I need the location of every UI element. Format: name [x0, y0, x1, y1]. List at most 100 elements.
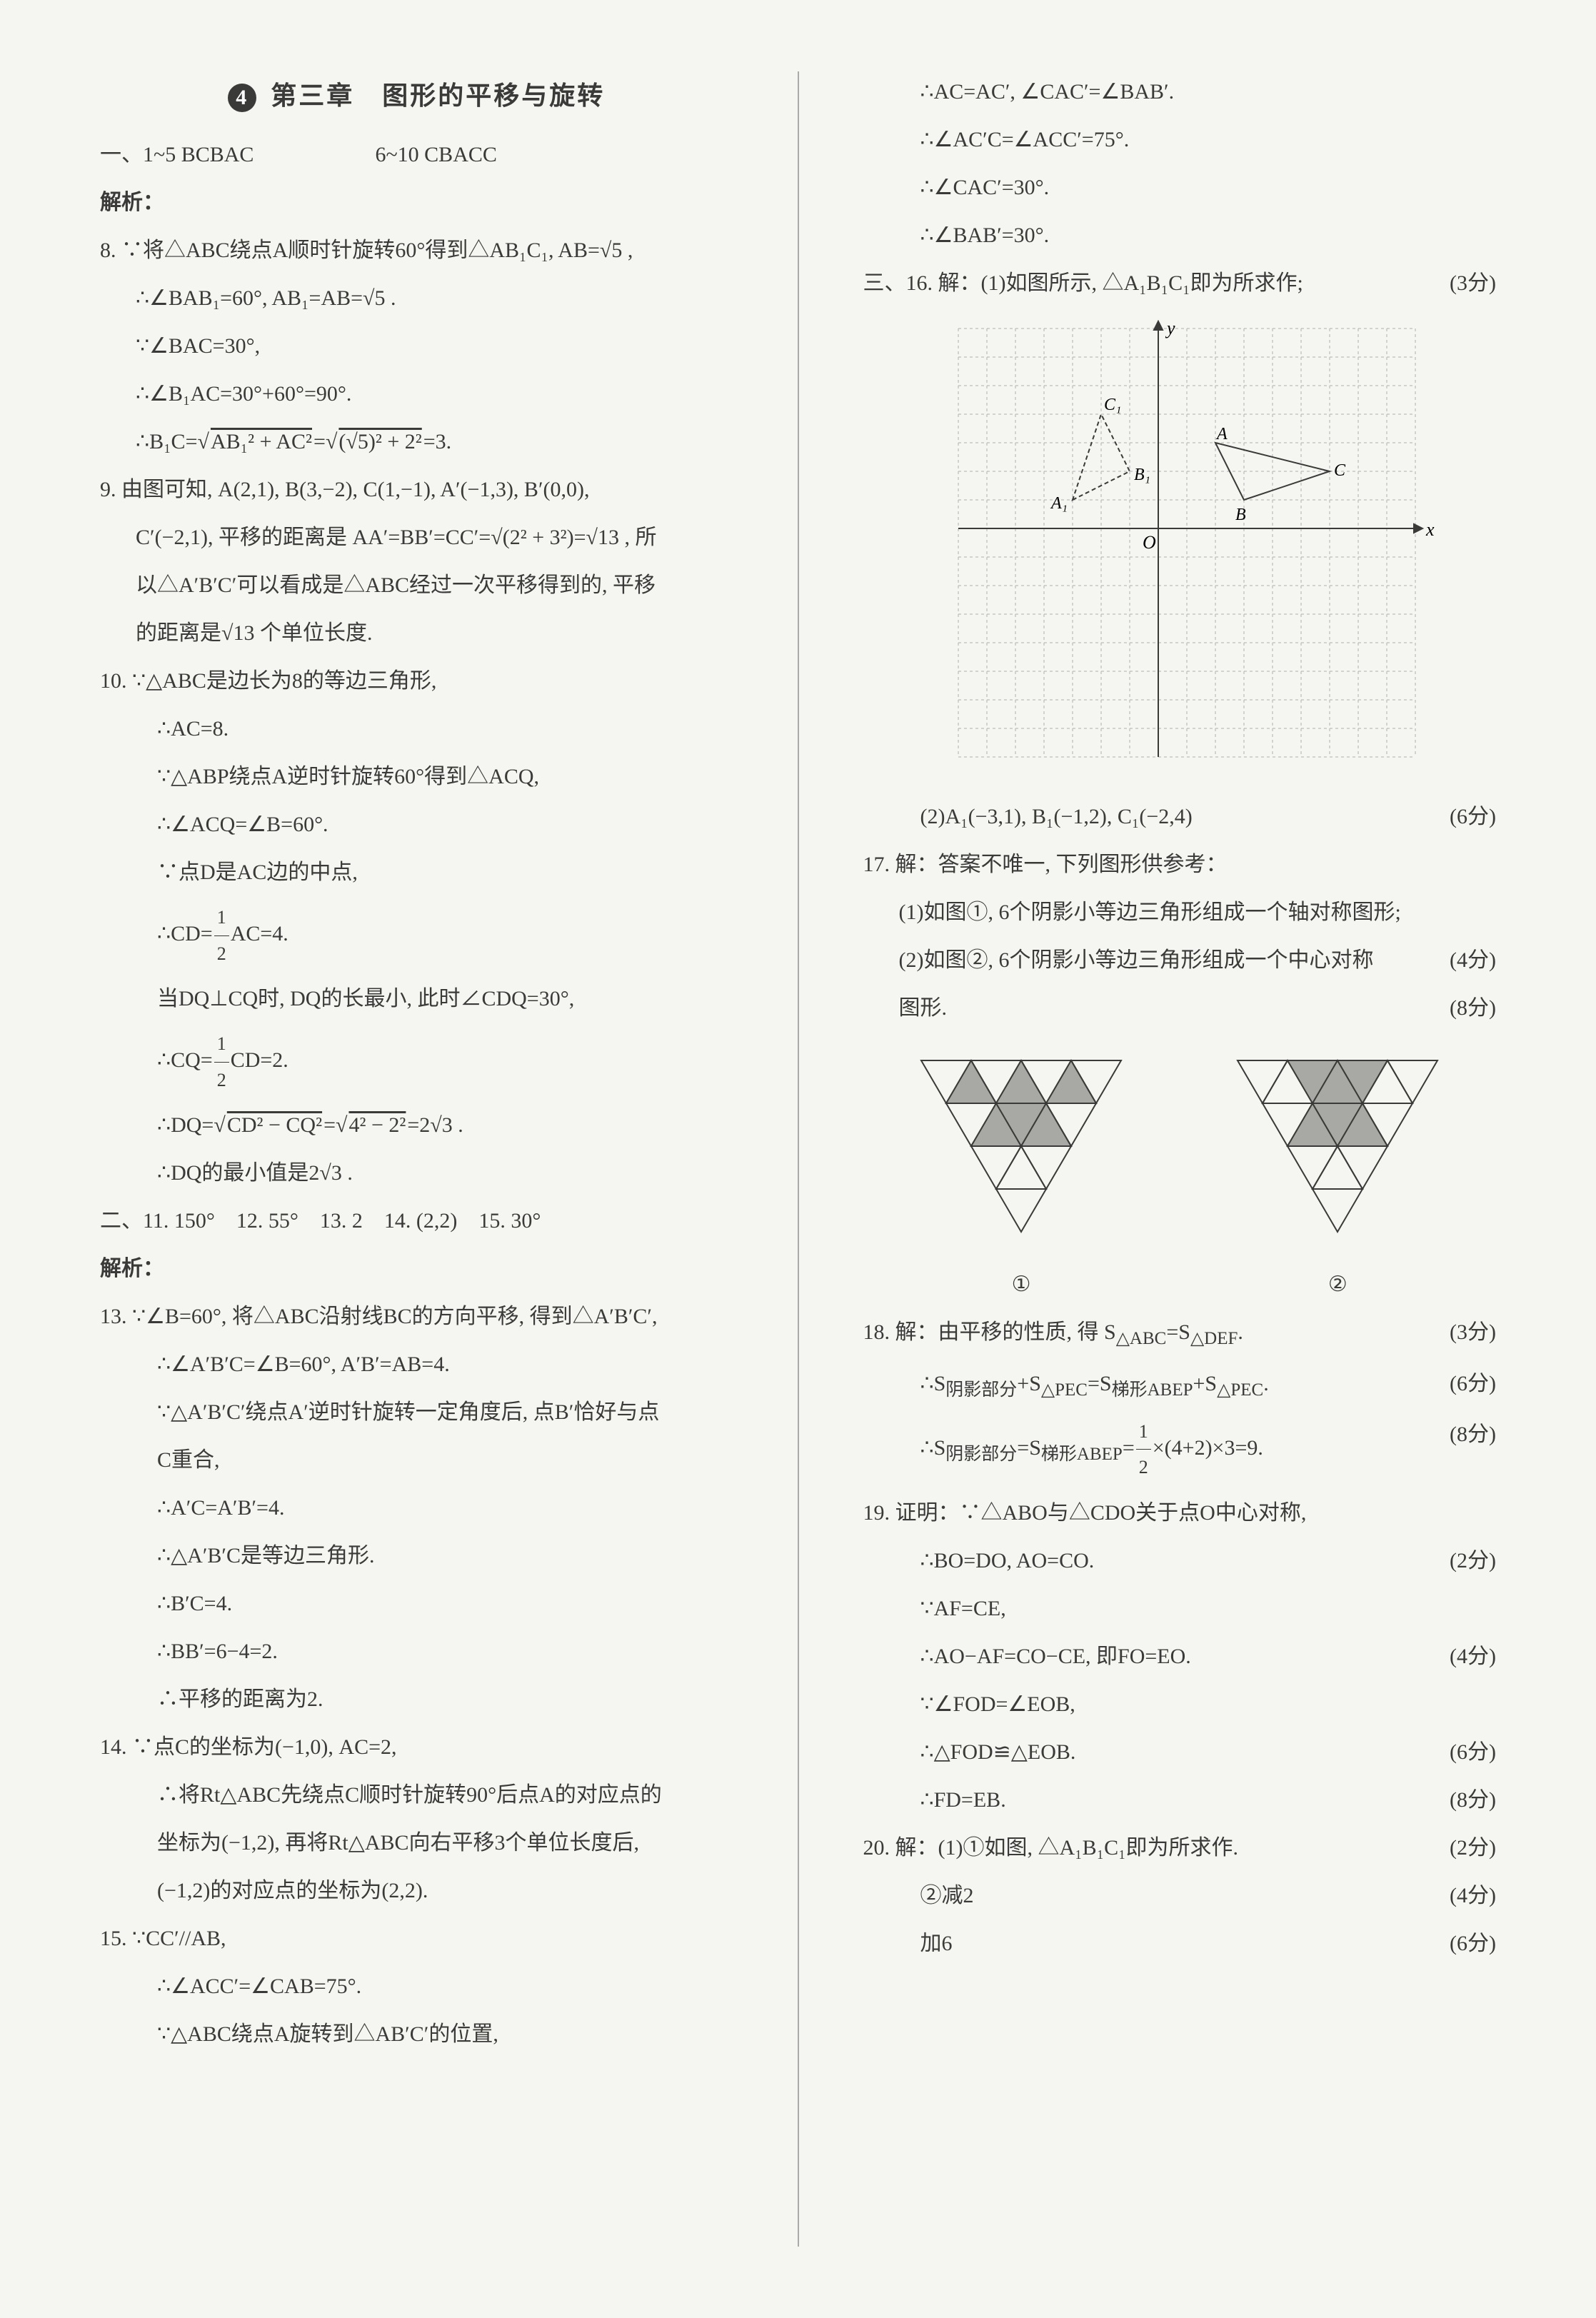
q20-s1: (2分) [1450, 1827, 1496, 1868]
q18-l1b: =S [1166, 1320, 1190, 1344]
chapter-number-badge: 4 [228, 84, 256, 112]
q18-l3d: ×(4+2)×3=9. [1153, 1436, 1263, 1460]
axis-x-label: x [1425, 519, 1435, 540]
triangle-label-1: ① [907, 1264, 1135, 1305]
q18-l3: ∴S阴影部分=S梯形ABEP=12×(4+2)×3=9. (8分) [863, 1414, 1497, 1485]
q19-s7: (8分) [1450, 1780, 1496, 1820]
q17-l4: 图形. (8分) [863, 988, 1497, 1028]
q8-l5: ∴B₁C=AB₁² + AC²=(√5)² + 2²=3. [100, 421, 733, 462]
q8-l4: ∴∠B₁AC=30°+60°=90°. [100, 373, 733, 414]
q10-l8a: ∴CQ= [157, 1048, 213, 1072]
fraction-half: 12 [214, 900, 229, 971]
sqrt-icon [197, 430, 209, 453]
q8-l3: ∵∠BAC=30°, [100, 326, 733, 366]
q19-s2: (2分) [1450, 1540, 1496, 1581]
q8-l2: ∴∠BAB₁=60°, AB₁=AB=√5 . [100, 278, 733, 318]
q19-l5: ∵∠FOD=∠EOB, [863, 1684, 1497, 1725]
q20-l2t: ②减2 [920, 1884, 974, 1907]
q20-s3: (6分) [1450, 1923, 1496, 1964]
q18-l1c: . [1238, 1320, 1243, 1344]
q15-l1: 15. ∵CC′//AB, [100, 1918, 733, 1959]
q18-l1a: 18. 解：由平移的性质, 得 S [863, 1320, 1116, 1344]
q15b-l4: ∴∠BAB′=30°. [863, 215, 1497, 256]
q19-s4: (4分) [1450, 1636, 1496, 1677]
q16-l2-text: (2)A₁(−3,1), B₁(−1,2), C₁(−2,4) [920, 805, 1193, 828]
coordinate-grid-figure: x y O A B C A₁ B₁ C₁ [915, 314, 1444, 786]
q20-l1: 20. 解：(1)①如图, △A₁B₁C₁即为所求作.(2分) [863, 1827, 1497, 1868]
q18-l2s1: 阴影部分 [945, 1380, 1017, 1400]
sqrt-icon [326, 430, 337, 453]
q9-l4: 的距离是√13 个单位长度. [100, 613, 733, 653]
q10-l6: ∴CD=12AC=4. [100, 900, 733, 971]
triangle-label-2: ② [1223, 1264, 1452, 1305]
q15b-l3: ∴∠CAC′=30°. [863, 167, 1497, 208]
q18-l2s4: △PEC [1217, 1380, 1263, 1400]
q15b-l2: ∴∠AC′C=∠ACC′=75°. [863, 119, 1497, 160]
q18-l2s2: △PEC [1041, 1380, 1088, 1400]
q19-l1: 19. 证明：∵△ABO与△CDO关于点O中心对称, [863, 1492, 1497, 1533]
q19-l7: ∴FD=EB.(8分) [863, 1780, 1497, 1820]
q16-l1: 三、16. 解：(1)如图所示, △A₁B₁C₁即为所求作; (3分) [863, 263, 1497, 303]
q9-l1: 9. 由图可知, A(2,1), B(3,−2), C(1,−1), A′(−1… [100, 469, 733, 510]
q18-l3a: ∴S [920, 1436, 946, 1460]
q20-l2: ②减2 (4分) [863, 1875, 1497, 1916]
q13-l1: 13. ∵∠B=60°, 将△ABC沿射线BC的方向平移, 得到△A′B′C′, [100, 1296, 733, 1337]
q18-s2: (6分) [1450, 1363, 1496, 1404]
q14-l4: (−1,2)的对应点的坐标为(2,2). [100, 1870, 733, 1911]
q10-root2: 4² − 2² [347, 1113, 407, 1137]
q10-root1: CD² − CQ² [226, 1113, 323, 1137]
triangle-figure-2: ② [1223, 1043, 1452, 1305]
q10-l1: 10. ∵△ABC是边长为8的等边三角形, [100, 661, 733, 701]
q19-l2t: ∴BO=DO, AO=CO. [920, 1549, 1095, 1572]
svg-text:B: B [1235, 506, 1246, 524]
q10-l9: ∴DQ=CD² − CQ²=4² − 2²=2√3 . [100, 1105, 733, 1145]
chapter-title: 4 第三章 图形的平移与旋转 [100, 71, 733, 120]
q18-l1: 18. 解：由平移的性质, 得 S△ABC=S△DEF. (3分) [863, 1312, 1497, 1356]
q18-l2b: +S [1017, 1372, 1041, 1395]
q17-l3: (2)如图②, 6个阴影小等边三角形组成一个中心对称 [863, 940, 1497, 980]
q18-l2d: +S [1193, 1372, 1218, 1395]
q13-l7: ∴B′C=4. [100, 1583, 733, 1624]
svg-text:A₁: A₁ [1050, 494, 1068, 513]
svg-text:C: C [1334, 461, 1346, 480]
q18-l2c: =S [1088, 1372, 1112, 1395]
left-column: 4 第三章 图形的平移与旋转 一、1~5 BCBAC 6~10 CBACC 解析… [100, 71, 733, 2247]
q17-score2: (4分) [1450, 940, 1496, 980]
q19-l3: ∵AF=CE, [863, 1588, 1497, 1629]
page-root: 4 第三章 图形的平移与旋转 一、1~5 BCBAC 6~10 CBACC 解析… [100, 71, 1496, 2247]
q15-l3: ∵△ABC绕点A旋转到△AB′C′的位置, [100, 2014, 733, 2054]
q13-l5: ∴A′C=A′B′=4. [100, 1487, 733, 1528]
svg-text:A: A [1215, 425, 1228, 443]
q10-l5: ∵点D是AC边的中点, [100, 852, 733, 893]
q8-root2: (√5)² + 2² [337, 430, 423, 453]
q19-l2: ∴BO=DO, AO=CO. (2分) [863, 1540, 1497, 1581]
q10-l4: ∴∠ACQ=∠B=60°. [100, 804, 733, 845]
q10-l9c: =2√3 . [407, 1113, 463, 1137]
q18-l3c: = [1123, 1436, 1135, 1460]
q13-l4: C重合, [100, 1440, 733, 1480]
q18-l3s2: 梯形ABEP [1041, 1445, 1123, 1464]
sqrt-icon [214, 1113, 225, 1137]
fraction-half: 12 [1136, 1414, 1151, 1485]
q18-s1: (3分) [1450, 1312, 1496, 1353]
q10-l8: ∴CQ=12CD=2. [100, 1026, 733, 1098]
q18-l2s3: 梯形ABEP [1112, 1380, 1193, 1400]
q10-l9a: ∴DQ= [157, 1113, 214, 1137]
answers-row-1: 一、1~5 BCBAC 6~10 CBACC [100, 134, 733, 175]
q20-s2: (4分) [1450, 1875, 1496, 1916]
chapter-title-text: 第三章 图形的平移与旋转 [271, 81, 605, 110]
q18-l2a: ∴S [920, 1372, 946, 1395]
q16-score1: (3分) [1450, 263, 1496, 303]
svg-text:B₁: B₁ [1134, 466, 1150, 484]
q8-l1: 8. ∵将△ABC绕点A顺时针旋转60°得到△AB₁C₁, AB=√5 , [100, 230, 733, 271]
answers-2: 二、11. 150° 12. 55° 13. 2 14. (2,2) 15. 3… [100, 1200, 733, 1241]
q14-l3: 坐标为(−1,2), 再将Rt△ABC向右平移3个单位长度后, [100, 1822, 733, 1863]
q17-l4-text: 图形. [899, 996, 948, 1020]
q18-s3: (8分) [1450, 1414, 1496, 1455]
answers-1a: 一、1~5 BCBAC [100, 134, 254, 175]
q19-l4: ∴AO−AF=CO−CE, 即FO=EO.(4分) [863, 1636, 1497, 1677]
analysis-heading-1: 解析： [100, 182, 733, 223]
q9-l2: C′(−2,1), 平移的距离是 AA′=BB′=CC′=√(2² + 3²)=… [100, 517, 733, 558]
q20-l3t: 加6 [920, 1932, 953, 1955]
right-column: ∴AC=AC′, ∠CAC′=∠BAB′. ∴∠AC′C=∠ACC′=75°. … [863, 71, 1497, 2247]
